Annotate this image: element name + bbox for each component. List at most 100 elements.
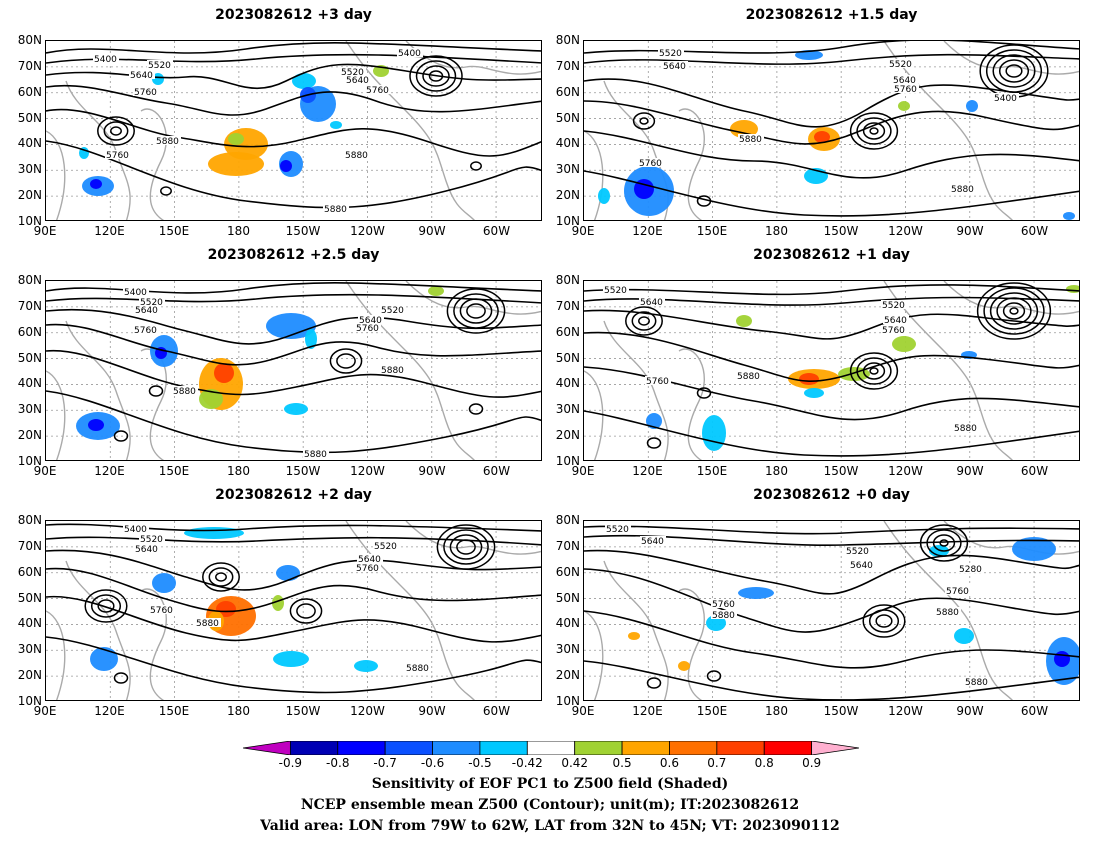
panel-title: 2023082612 +2 day [215,487,372,503]
longitude-label: 120W [350,464,385,478]
contour-label-bg [893,84,919,93]
coastline-north-america [345,521,541,700]
sensitivity-shading [898,101,910,111]
contour-label: 5880 [173,387,196,397]
contour-label: 5400 [994,94,1017,104]
latitude-label: 10N [17,454,42,468]
coastline-asia [46,560,167,700]
latitude-label: 40N [17,136,42,151]
longitude-label: 60W [482,224,511,238]
closed-contour [989,292,1039,330]
contour-label: 5880 [954,424,977,434]
latitude-label: 60N [17,564,42,579]
z500-contour [46,281,541,294]
coastline-north-america [345,281,541,460]
longitude-label: 90W [956,704,984,718]
latitude-label: 70N [17,298,42,313]
closed-contour [289,598,323,624]
latitude-label: 60N [555,564,580,579]
contour-label-bg [380,365,406,374]
colorbar-swatch [432,741,481,755]
z500-contour [46,41,541,54]
contour-label: 5880 [951,185,974,195]
contour-label-bg [303,449,329,458]
contour-label: 5520 [889,60,912,70]
map-plot-area: 5400 5520 5640 5760 5880 5760 5880 5400 5520 5640… [45,40,542,221]
sensitivity-shading [954,628,974,644]
z500-contour [46,636,541,694]
latitude-label: 70N [17,58,42,73]
closed-contour [919,524,969,562]
map-panel-plus2p5: 2023082612 +2.5 day 5400 5520 5640 5760 5520… [18,247,542,478]
map-plot-area: 5520 5640 5520 5640 5280 5760 5880 5760 5880 5880 [583,520,1080,701]
colorbar-tick-label: -0.5 [468,756,492,770]
contour-label: 5520 [604,286,627,296]
sensitivity-shading [892,336,916,352]
contour-label-bg [365,85,391,94]
closed-contour [862,122,886,140]
latitude-label: 60N [555,324,580,339]
z500-contour [46,549,541,591]
contour-label-bg [149,605,175,614]
closed-contour [632,112,656,130]
longitude-label: 60W [1020,224,1049,238]
contour-label: 5880 [739,135,762,145]
latitude-label: 50N [555,110,580,125]
closed-contour [110,126,122,136]
longitude-label: 120E [94,224,125,238]
contour-label-bg [355,563,381,572]
longitude-label: 180 [765,464,788,478]
latitude-label: 20N [555,428,580,443]
panel-title: 2023082612 +0 day [753,487,910,503]
closed-contour [639,117,649,125]
colorbar-swatch [289,741,339,755]
contour-label: 5880 [324,205,347,215]
closed-contour [998,59,1030,83]
contour-label-bg [881,300,907,309]
caption-line-3: Valid area: LON from 79W to 62W, LAT fro… [260,818,840,834]
longitude-label: 60W [482,704,511,718]
contour-label-bg [935,607,961,616]
longitude-label: 120W [888,704,923,718]
z500-contour [584,549,1079,595]
colorbar-tick-label: -0.6 [420,756,445,770]
contour-label-bg [658,48,684,57]
contour-label: 5880 [406,664,429,674]
contour-label: 5640 [358,555,381,565]
longitude-label: 60W [482,464,511,478]
sensitivity-shading [184,527,244,539]
closed-contour [646,437,662,449]
sensitivity-shading [214,363,234,383]
closed-contour [215,572,227,582]
closed-contour [875,614,893,628]
latitude-label: 80N [17,513,42,527]
latitude-label: 30N [555,402,580,417]
closed-contour [631,311,657,331]
colorbar-tick-label: -0.42 [511,756,543,770]
sensitivity-shading [738,587,774,599]
z500-contour [46,53,541,64]
longitude-label: 180 [765,704,788,718]
contour-label: 5880 [936,608,959,618]
sensitivity-shading [280,160,292,172]
closed-contour [926,529,962,557]
contour-label-bg [133,325,159,334]
contour-label-bg [357,554,383,563]
latitude-label: 40N [17,376,42,391]
sensitivity-shading [428,286,444,296]
latitude-label: 50N [555,590,580,605]
longitude-label: 180 [227,704,250,718]
sensitivity-shading [88,419,104,431]
longitude-label: 150W [285,464,321,478]
map-plot-area: 5520 5640 5520 5640 5760 5400 5880 5760 5880 [583,40,1080,221]
contour-label-bg [849,560,875,569]
longitude-label: 90E [571,224,595,238]
contour-label-bg [345,75,371,84]
colorbar-swatch [763,741,813,755]
longitude-label: 60W [1020,464,1049,478]
longitude-label: 150E [158,224,190,238]
longitude-label: 120W [350,704,385,718]
sensitivity-shading [216,601,236,617]
latitude-label: 70N [555,58,580,73]
